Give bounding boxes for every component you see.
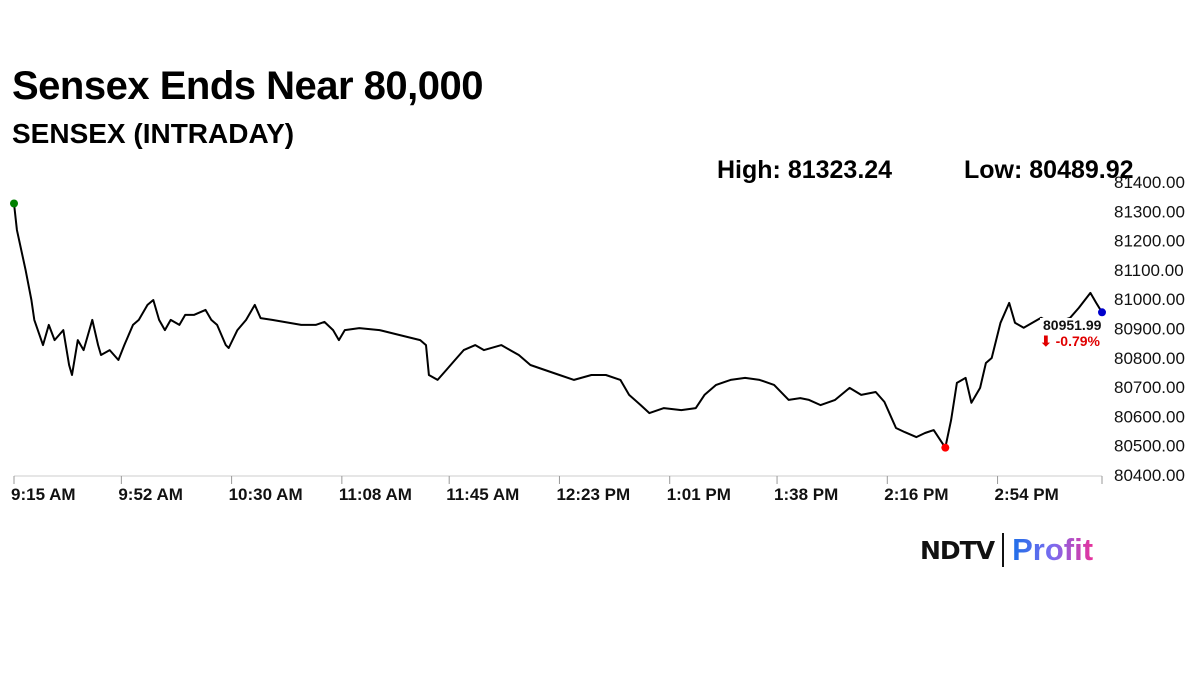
x-tick-label: 9:15 AM: [11, 485, 76, 504]
logo-product: Profit: [1012, 532, 1094, 567]
change-label: ⬇ -0.79%: [1040, 333, 1101, 349]
chart-subtitle: SENSEX (INTRADAY): [12, 118, 295, 149]
x-tick-label: 2:54 PM: [995, 485, 1059, 504]
y-tick-label: 81000.00: [1114, 290, 1185, 309]
y-tick-label: 81100.00: [1114, 261, 1184, 280]
last-value-label-bg: [1040, 318, 1108, 352]
marker-last: [1098, 308, 1106, 317]
last-value-label: 80951.99: [1043, 317, 1102, 333]
high-label: High: 81323.24: [717, 156, 893, 184]
y-tick-label: 80600.00: [1114, 407, 1185, 426]
logo-brand: NDTV: [920, 535, 995, 565]
x-tick-label: 1:38 PM: [774, 485, 838, 504]
x-tick-label: 10:30 AM: [229, 485, 303, 504]
y-tick-label: 80800.00: [1114, 349, 1185, 368]
x-tick-label: 12:23 PM: [556, 485, 630, 504]
y-tick-label: 80400.00: [1114, 466, 1185, 485]
y-tick-label: 80700.00: [1114, 378, 1185, 397]
price-line: [13, 203, 1103, 449]
logo-divider: [1002, 533, 1005, 567]
x-tick-label: 9:52 AM: [118, 485, 183, 504]
x-tick-label: 11:08 AM: [339, 485, 412, 504]
marker-low: [941, 443, 950, 452]
y-tick-label: 81300.00: [1114, 202, 1185, 221]
y-tick-label: 81400.00: [1114, 173, 1185, 192]
y-tick-label: 80500.00: [1114, 437, 1185, 456]
y-tick-label: 80900.00: [1114, 320, 1185, 339]
ndtv-profit-logo: NDTV Profit: [920, 532, 1093, 568]
x-tick-label: 1:01 PM: [667, 485, 731, 504]
y-tick-label: 81200.00: [1114, 232, 1185, 251]
x-tick-label: 11:45 AM: [446, 485, 519, 504]
page-title: Sensex Ends Near 80,000: [12, 64, 484, 108]
low-label: Low: 80489.92: [964, 156, 1134, 184]
marker-open-high: [10, 199, 18, 208]
x-tick-label: 2:16 PM: [884, 485, 948, 504]
